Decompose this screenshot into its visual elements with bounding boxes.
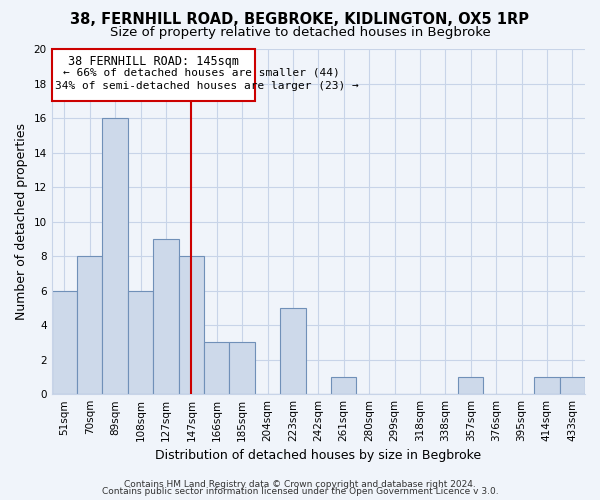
Text: Contains HM Land Registry data © Crown copyright and database right 2024.: Contains HM Land Registry data © Crown c… xyxy=(124,480,476,489)
Y-axis label: Number of detached properties: Number of detached properties xyxy=(15,123,28,320)
Text: Size of property relative to detached houses in Begbroke: Size of property relative to detached ho… xyxy=(110,26,490,39)
Bar xyxy=(77,256,103,394)
Text: 38, FERNHILL ROAD, BEGBROKE, KIDLINGTON, OX5 1RP: 38, FERNHILL ROAD, BEGBROKE, KIDLINGTON,… xyxy=(71,12,530,28)
Bar xyxy=(458,377,484,394)
Bar xyxy=(280,308,305,394)
Text: Contains public sector information licensed under the Open Government Licence v : Contains public sector information licen… xyxy=(101,487,499,496)
Bar xyxy=(534,377,560,394)
Bar xyxy=(153,239,179,394)
Bar xyxy=(331,377,356,394)
Text: 34% of semi-detached houses are larger (23) →: 34% of semi-detached houses are larger (… xyxy=(55,81,359,91)
Bar xyxy=(52,290,77,394)
Text: 38 FERNHILL ROAD: 145sqm: 38 FERNHILL ROAD: 145sqm xyxy=(68,55,239,68)
Bar xyxy=(560,377,585,394)
Bar xyxy=(103,118,128,394)
Bar xyxy=(229,342,255,394)
Text: ← 66% of detached houses are smaller (44): ← 66% of detached houses are smaller (44… xyxy=(63,68,340,78)
Bar xyxy=(128,290,153,394)
Bar xyxy=(179,256,204,394)
X-axis label: Distribution of detached houses by size in Begbroke: Distribution of detached houses by size … xyxy=(155,450,481,462)
FancyBboxPatch shape xyxy=(52,49,255,101)
Bar xyxy=(204,342,229,394)
